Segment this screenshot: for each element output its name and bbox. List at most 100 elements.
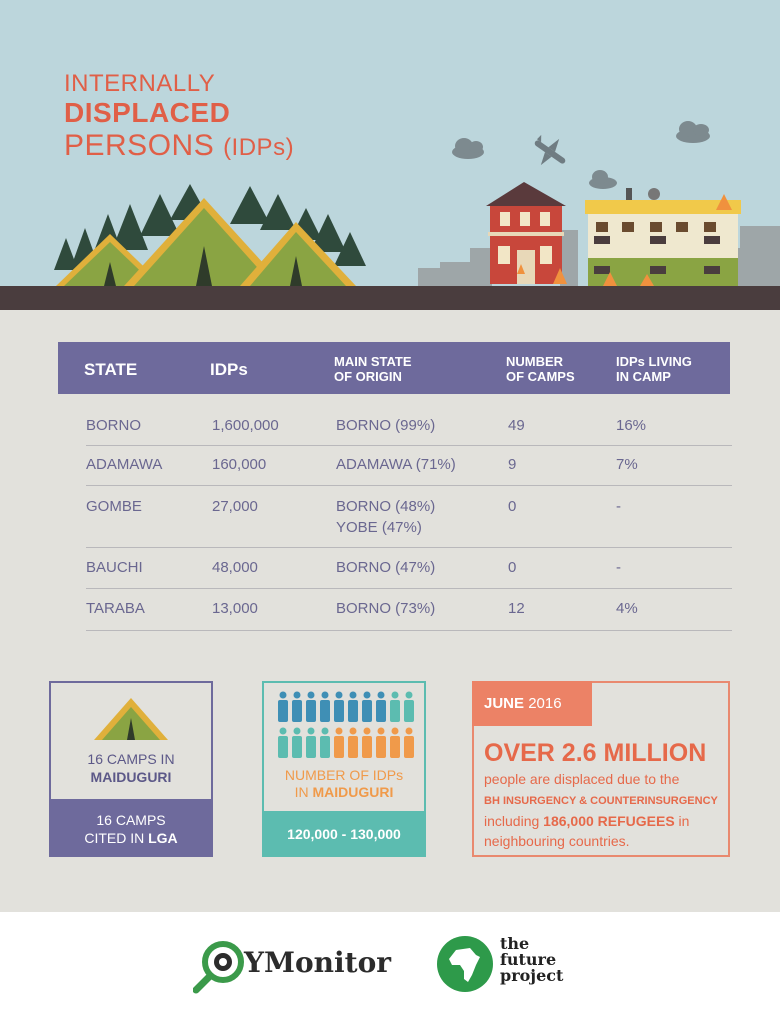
camps-footer-bold: LGA bbox=[148, 830, 178, 846]
june-body-prefix: including bbox=[484, 813, 544, 829]
june-body-line-3: including 186,000 REFUGEES in bbox=[484, 811, 730, 831]
person-icon bbox=[362, 727, 372, 758]
person-icon bbox=[404, 727, 414, 758]
june-body-line-1: people are displaced due to the bbox=[484, 771, 680, 787]
cell-camps: 49 bbox=[508, 417, 525, 434]
person-icon bbox=[320, 727, 330, 758]
cell-camps: 9 bbox=[508, 456, 517, 473]
cell-origin: BORNO (48%) bbox=[336, 498, 436, 515]
idps-value: 120,000 - 130,000 bbox=[262, 811, 426, 857]
person-icon bbox=[376, 691, 386, 722]
june-body-refugees: 186,000 REFUGEES bbox=[543, 813, 675, 829]
cloud-icon bbox=[452, 138, 484, 159]
cell-origin: ADAMAWA (71%) bbox=[336, 456, 456, 473]
idps-box: NUMBER OF IDPs IN MAIDUGURI 120,000 - 13… bbox=[262, 681, 426, 857]
airplane-icon bbox=[534, 134, 566, 166]
cell-idps: 48,000 bbox=[212, 559, 258, 576]
person-icon bbox=[306, 727, 316, 758]
table-header: STATE IDPs MAIN STATE OF ORIGIN NUMBER O… bbox=[58, 342, 730, 394]
camps-footer-line-2: CITED IN LGA bbox=[49, 829, 213, 847]
camps-footer: 16 CAMPS CITED IN LGA bbox=[49, 799, 213, 857]
cell-idps: 27,000 bbox=[212, 498, 258, 515]
cell-living: 16% bbox=[616, 417, 647, 434]
cell-state: ADAMAWA bbox=[86, 456, 163, 473]
header-state: STATE bbox=[84, 360, 138, 379]
header-origin: MAIN STATE OF ORIGIN bbox=[334, 354, 412, 384]
tent-icon bbox=[124, 198, 284, 286]
person-icon bbox=[390, 691, 400, 722]
camp-and-city-illustration bbox=[54, 121, 780, 288]
june-month: JUNE bbox=[484, 695, 525, 712]
header-origin-line-2: OF ORIGIN bbox=[334, 369, 402, 384]
table-row: BAUCHI 48,000 BORNO (47%) 0 - bbox=[86, 548, 732, 589]
header-idps: IDPs bbox=[210, 360, 248, 379]
june-body-line-2: BH INSURGENCY & COUNTERINSURGENCY bbox=[484, 789, 730, 811]
title-line-3: PERSONS (IDPs) bbox=[64, 131, 294, 161]
idps-caption-line-2: IN MAIDUGURI bbox=[264, 784, 424, 801]
title-line-3-suffix: (IDPs) bbox=[223, 134, 295, 161]
june-box: JUNE 2016 OVER 2.6 MILLION people are di… bbox=[472, 681, 730, 857]
future-project-logo-icon bbox=[437, 936, 493, 992]
person-icon bbox=[306, 691, 316, 722]
cell-origin: BORNO (47%) bbox=[336, 559, 436, 576]
camps-caption: 16 CAMPS IN MAIDUGURI bbox=[51, 750, 211, 786]
june-tag: JUNE 2016 bbox=[472, 681, 592, 726]
cell-idps: 1,600,000 bbox=[212, 417, 279, 434]
person-icon bbox=[278, 727, 288, 758]
person-icon bbox=[320, 691, 330, 722]
header-living-line-1: IDPs LIVING bbox=[616, 354, 692, 369]
burning-house-icon bbox=[486, 182, 567, 284]
camps-caption-line-2: MAIDUGURI bbox=[90, 769, 172, 785]
title-line-1: INTERNALLY bbox=[64, 70, 216, 97]
cell-living: - bbox=[616, 498, 621, 515]
cell-camps: 0 bbox=[508, 498, 517, 515]
cell-camps: 12 bbox=[508, 600, 525, 617]
person-icon bbox=[404, 691, 414, 722]
table-row: ADAMAWA 160,000 ADAMAWA (71%) 9 7% bbox=[86, 446, 732, 486]
camps-box: 16 CAMPS IN MAIDUGURI 16 CAMPS CITED IN … bbox=[49, 681, 213, 857]
title-line-2: DISPLACED bbox=[64, 97, 231, 128]
burning-building-icon bbox=[585, 188, 741, 286]
cloud-icon bbox=[589, 170, 617, 189]
header-scene: INTERNALLY DISPLACED PERSONS (IDPs) bbox=[0, 0, 780, 288]
cell-state: GOMBE bbox=[86, 498, 142, 515]
cell-living: 7% bbox=[616, 456, 638, 473]
person-icon bbox=[362, 691, 372, 722]
person-icon bbox=[376, 727, 386, 758]
tfp-line-1: the bbox=[500, 934, 530, 953]
page-title: INTERNALLY DISPLACED PERSONS (IDPs) bbox=[64, 72, 294, 161]
cell-living: 4% bbox=[616, 600, 638, 617]
header-camps: NUMBER OF CAMPS bbox=[506, 354, 575, 384]
header-living: IDPs LIVING IN CAMP bbox=[616, 354, 692, 384]
ymonitor-logo: YMonitor bbox=[244, 946, 392, 979]
person-icon bbox=[348, 691, 358, 722]
june-body: people are displaced due to the BH INSUR… bbox=[484, 769, 730, 851]
header-origin-line-1: MAIN STATE bbox=[334, 354, 412, 369]
header-living-line-2: IN CAMP bbox=[616, 369, 671, 384]
cell-camps: 0 bbox=[508, 559, 517, 576]
idp-table: STATE IDPs MAIN STATE OF ORIGIN NUMBER O… bbox=[58, 342, 732, 631]
forest bbox=[54, 184, 366, 270]
table-row: GOMBE 27,000 BORNO (48%) YOBE (47%) 0 - bbox=[86, 486, 732, 548]
cell-state: BAUCHI bbox=[86, 559, 143, 576]
person-icon bbox=[292, 727, 302, 758]
title-line-3-main: PERSONS bbox=[64, 129, 215, 162]
tfp-line-3: project bbox=[500, 966, 564, 985]
idps-caption-bold: MAIDUGURI bbox=[312, 784, 394, 800]
person-icon bbox=[334, 727, 344, 758]
cloud-icon bbox=[676, 121, 710, 143]
idps-caption-prefix: IN bbox=[294, 784, 313, 800]
june-year: 2016 bbox=[528, 695, 562, 712]
ground-strip bbox=[0, 286, 780, 310]
header-camps-line-2: OF CAMPS bbox=[506, 369, 575, 384]
june-body-line-4: neighbouring countries. bbox=[484, 833, 630, 849]
tent-icon bbox=[240, 222, 356, 286]
tent-icon bbox=[94, 698, 168, 740]
header-camps-line-1: NUMBER bbox=[506, 354, 564, 369]
idps-caption-line-1: NUMBER OF IDPs bbox=[284, 767, 404, 783]
table-row: BORNO 1,600,000 BORNO (99%) 49 16% bbox=[86, 408, 732, 446]
future-project-logo: the future project bbox=[500, 936, 563, 984]
idps-caption: NUMBER OF IDPs IN MAIDUGURI bbox=[264, 767, 424, 801]
person-icon bbox=[334, 691, 344, 722]
people-pictogram bbox=[278, 691, 414, 758]
